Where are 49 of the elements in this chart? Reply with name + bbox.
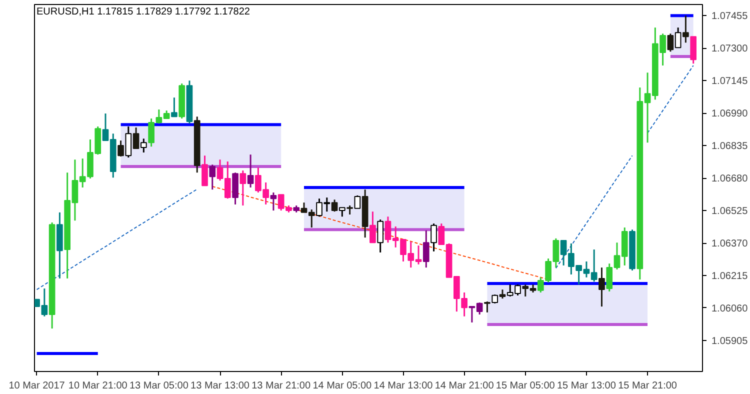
x-tick-label: 15 Mar 13:00: [556, 380, 616, 392]
x-tick-label: 13 Mar 13:00: [190, 380, 250, 392]
candlestick: [202, 154, 208, 186]
candlestick: [422, 230, 430, 268]
candlestick: [232, 172, 238, 206]
candlestick: [247, 154, 254, 188]
candlestick: [598, 266, 605, 308]
candlestick: [682, 14, 689, 44]
y-tick-label: 1.06215: [712, 271, 748, 282]
y-tick-label: 1.06990: [712, 108, 748, 120]
x-tick-label: 14 Mar 21:00: [434, 380, 494, 392]
candlestick: [667, 32, 674, 52]
x-tick-label: 15 Mar 05:00: [496, 380, 556, 392]
x-tick-label: 14 Mar 13:00: [374, 380, 434, 392]
candlestick: [430, 222, 437, 252]
y-tick-label: 1.07145: [712, 76, 748, 88]
candlestick: [338, 206, 346, 218]
candlestick: [125, 126, 132, 158]
candlestick: [354, 194, 361, 210]
x-tick-label: 13 Mar 05:00: [129, 380, 189, 392]
candlestick: [118, 140, 124, 158]
candlestick: [171, 96, 178, 118]
candlestick: [346, 204, 353, 216]
y-tick-label: 1.07300: [712, 44, 748, 55]
y-tick-label: 1.06060: [712, 303, 748, 314]
y-tick-label: 1.06835: [712, 141, 748, 152]
x-tick-label: 10 Mar 2017: [8, 380, 66, 392]
y-tick-label: 1.06370: [712, 238, 748, 250]
x-tick-label: 13 Mar 21:00: [252, 380, 311, 392]
y-tick-label: 1.07455: [712, 11, 748, 22]
x-tick-label: 15 Mar 21:00: [618, 380, 678, 392]
chart-title: EURUSD,H1 1.17815 1.17829 1.17792 1.17822: [36, 6, 250, 18]
candlestick: [377, 218, 384, 254]
x-tick-label: 14 Mar 05:00: [312, 380, 372, 392]
candlestick: [499, 288, 506, 300]
y-tick-label: 1.06525: [712, 206, 748, 218]
candlestick: [370, 210, 376, 244]
x-tick-label: 10 Mar 21:00: [68, 380, 128, 392]
candlestick: [132, 126, 140, 150]
candlestick: [240, 170, 246, 206]
candlestick: [690, 36, 697, 64]
candlestick: [674, 26, 682, 48]
candlestick: [331, 198, 338, 212]
candlestick: [140, 138, 147, 154]
candlestick: [270, 192, 277, 212]
candlestick: [484, 300, 490, 314]
y-tick-label: 1.06680: [712, 174, 748, 185]
candlestick: [209, 164, 216, 190]
y-tick-label: 1.05905: [712, 336, 748, 347]
